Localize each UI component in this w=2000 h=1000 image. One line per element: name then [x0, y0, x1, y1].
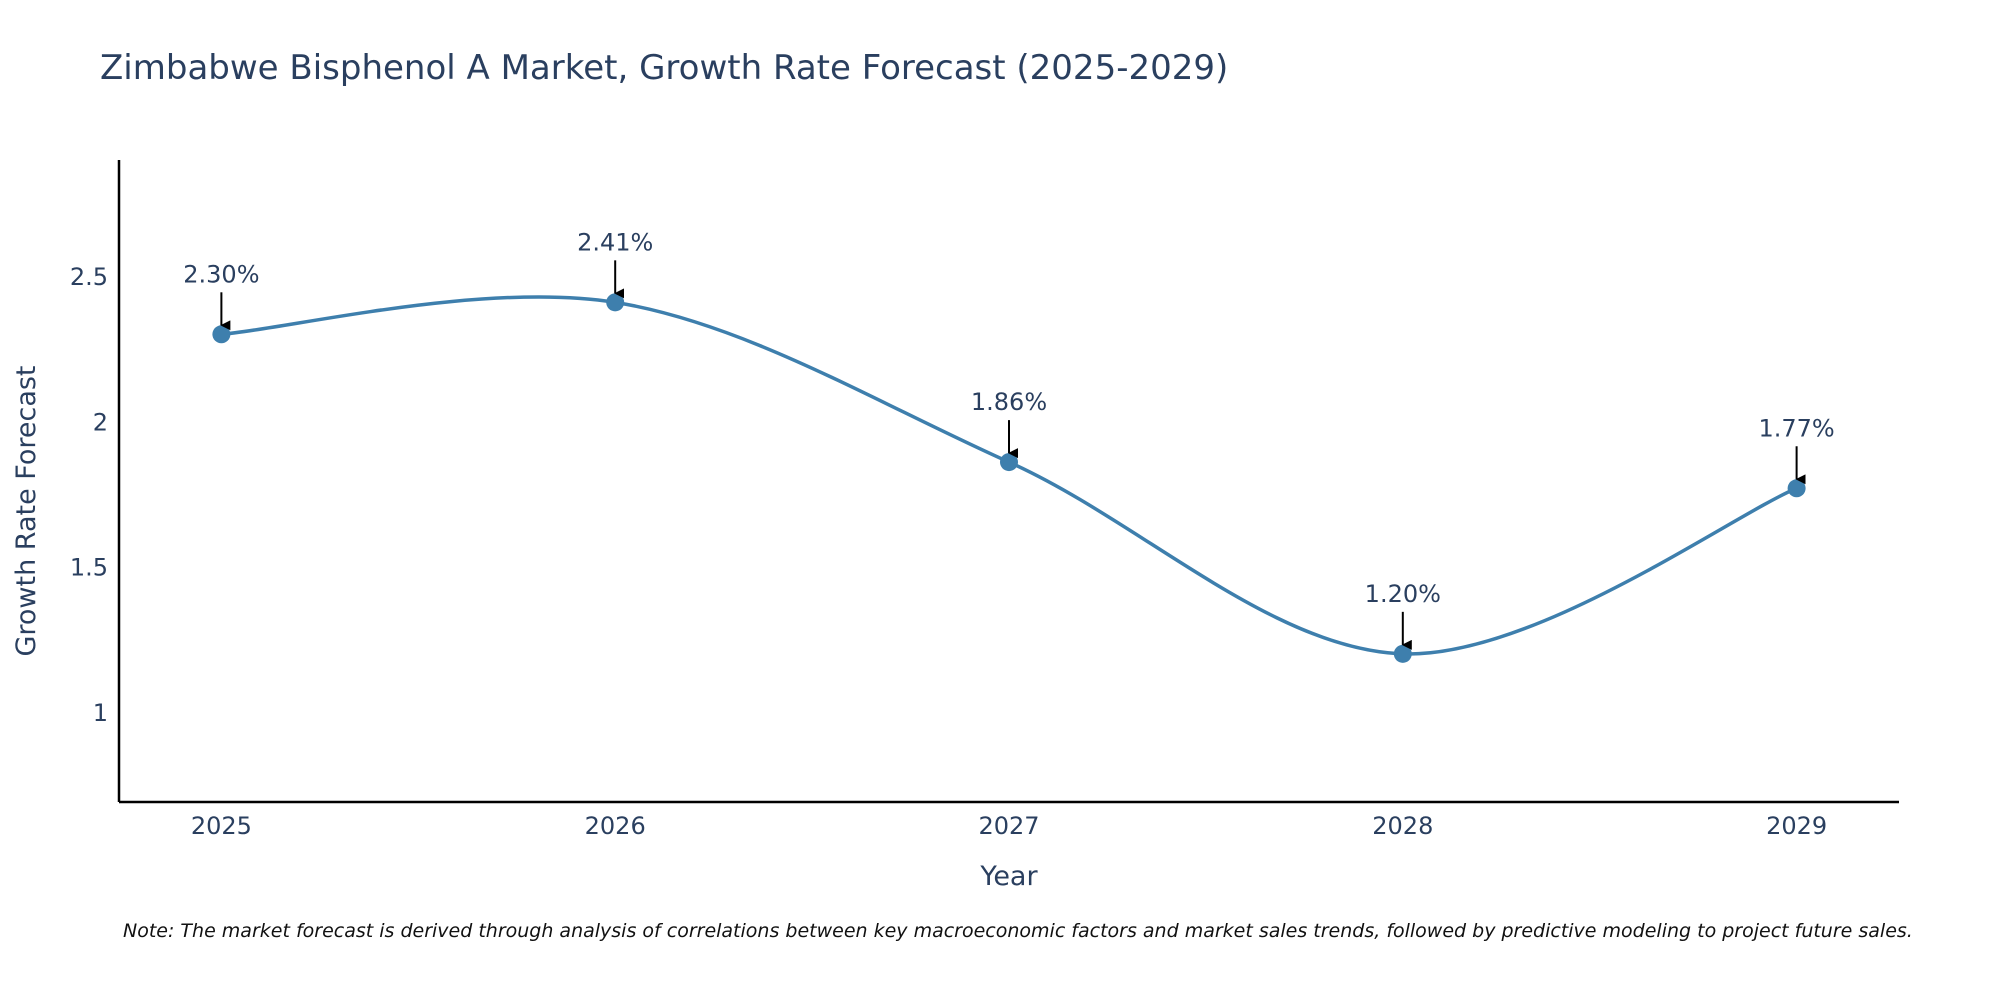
x-axis-title: Year	[979, 861, 1038, 892]
data-label: 1.20%	[1365, 580, 1441, 608]
y-tick-label: 1.5	[70, 554, 108, 582]
chart-note: Note: The market forecast is derived thr…	[123, 920, 1913, 942]
data-point	[606, 293, 625, 312]
y-tick-label: 1	[93, 699, 108, 727]
data-label: 1.86%	[971, 388, 1047, 416]
x-tick-label: 2026	[585, 812, 646, 840]
data-point	[1393, 644, 1412, 663]
data-point	[1000, 453, 1018, 472]
y-axis-title: Growth Rate Forecast	[11, 365, 42, 656]
x-tick-label: 2028	[1372, 812, 1433, 840]
x-tick-label: 2025	[191, 812, 252, 840]
data-point	[212, 325, 231, 344]
data-label: 1.77%	[1758, 414, 1834, 442]
x-tick-label: 2029	[1766, 812, 1827, 840]
y-tick-label: 2.5	[70, 263, 108, 291]
data-point	[1787, 479, 1806, 498]
chart-title: Zimbabwe Bisphenol A Market, Growth Rate…	[100, 48, 1229, 88]
data-label: 2.30%	[183, 260, 259, 288]
data-label: 2.41%	[577, 228, 653, 256]
y-tick-label: 2	[93, 408, 108, 436]
x-tick-label: 2027	[978, 812, 1039, 840]
series-line	[221, 295, 1798, 656]
